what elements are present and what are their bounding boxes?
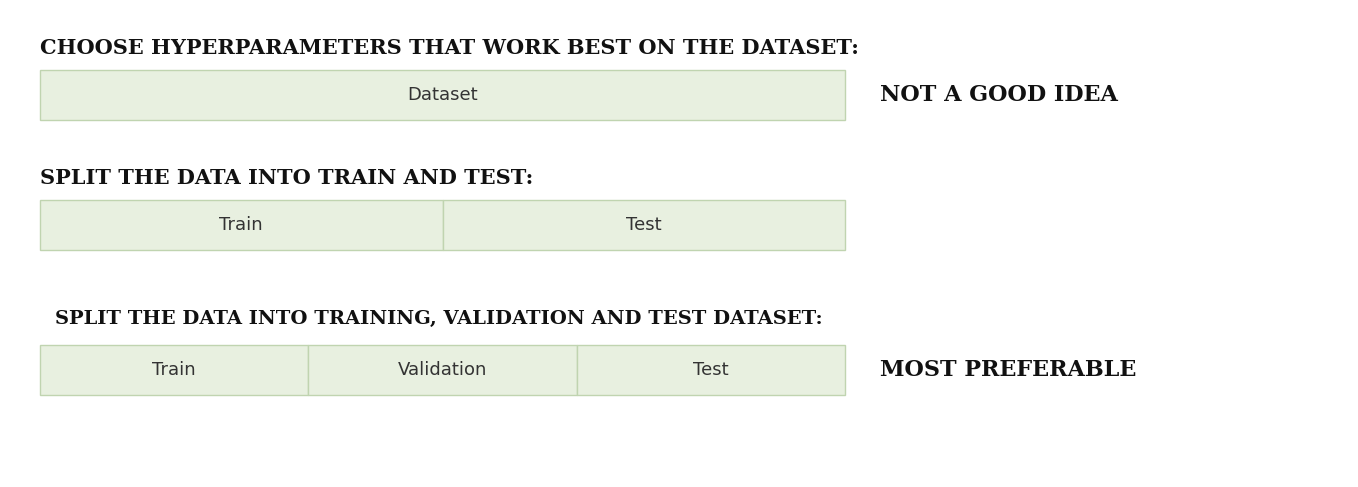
Bar [577, 345, 845, 395]
Text: Test: Test [693, 361, 729, 379]
Text: SPLIT THE DATA INTO TRAINING, VALIDATION AND TEST DATASET:: SPLIT THE DATA INTO TRAINING, VALIDATION… [56, 310, 823, 328]
Text: Train: Train [220, 216, 263, 234]
Bar [39, 70, 845, 120]
Bar [443, 200, 845, 250]
Text: MOST PREFERABLE: MOST PREFERABLE [880, 359, 1137, 381]
Text: Train: Train [152, 361, 196, 379]
Text: NOT A GOOD IDEA: NOT A GOOD IDEA [880, 84, 1118, 106]
Text: Test: Test [626, 216, 661, 234]
Text: CHOOSE HYPERPARAMETERS THAT WORK BEST ON THE DATASET:: CHOOSE HYPERPARAMETERS THAT WORK BEST ON… [39, 38, 858, 58]
Text: Dataset: Dataset [407, 86, 478, 104]
Text: SPLIT THE DATA INTO TRAIN AND TEST:: SPLIT THE DATA INTO TRAIN AND TEST: [39, 168, 534, 188]
Text: Validation: Validation [398, 361, 488, 379]
Bar [39, 345, 308, 395]
Bar [308, 345, 577, 395]
Bar [39, 200, 443, 250]
